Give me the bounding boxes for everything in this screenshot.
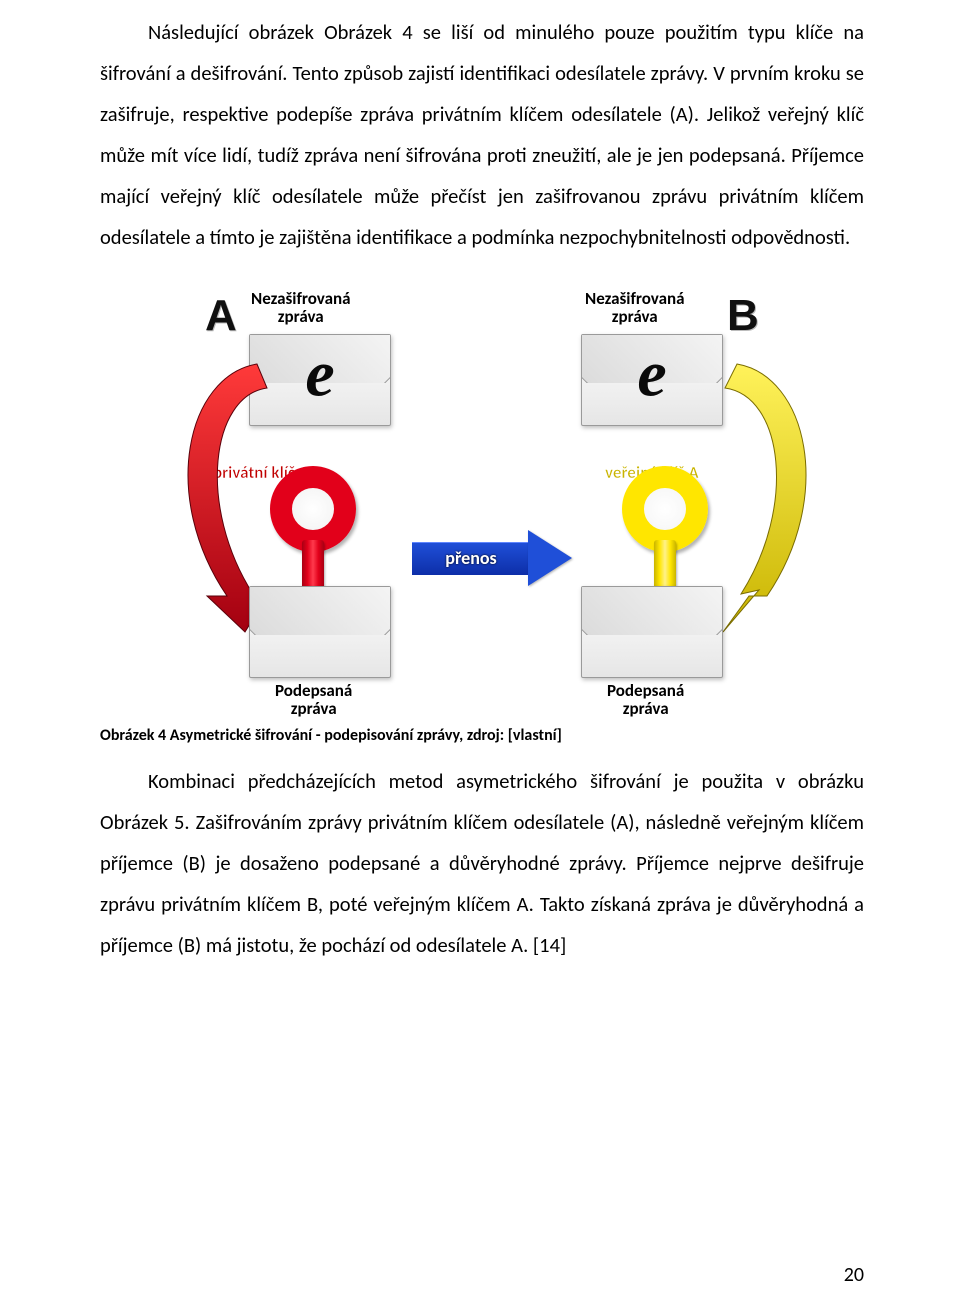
label-signed-left: Podepsaná zpráva — [275, 682, 352, 719]
paragraph-1: Následující obrázek Obrázek 4 se liší od… — [100, 0, 864, 258]
envelope-e-icon: e — [305, 342, 334, 408]
envelope-bottom-right — [581, 586, 723, 678]
node-label-B: B — [727, 292, 759, 340]
label-unencrypted-left: Nezašifrovaná zpráva — [251, 290, 351, 327]
figure-asymmetric-signing: A B Nezašifrovaná zpráva Nezašifrovaná z… — [157, 286, 807, 716]
arrow-sign-red — [167, 346, 297, 626]
envelope-bottom-left — [249, 586, 391, 678]
paragraph-2: Kombinaci předcházejících metod asymetri… — [100, 761, 864, 966]
arrow-transfer: přenos — [412, 532, 572, 584]
figure-caption: Obrázek 4 Asymetrické šifrování - podepi… — [100, 726, 864, 745]
node-label-A: A — [205, 292, 237, 340]
arrow-verify-yellow — [697, 346, 827, 626]
page-number: 20 — [844, 1263, 864, 1287]
envelope-e-icon: e — [637, 342, 666, 408]
label-unencrypted-right: Nezašifrovaná zpráva — [585, 290, 685, 327]
label-signed-right: Podepsaná zpráva — [607, 682, 684, 719]
label-transfer: přenos — [412, 542, 530, 574]
